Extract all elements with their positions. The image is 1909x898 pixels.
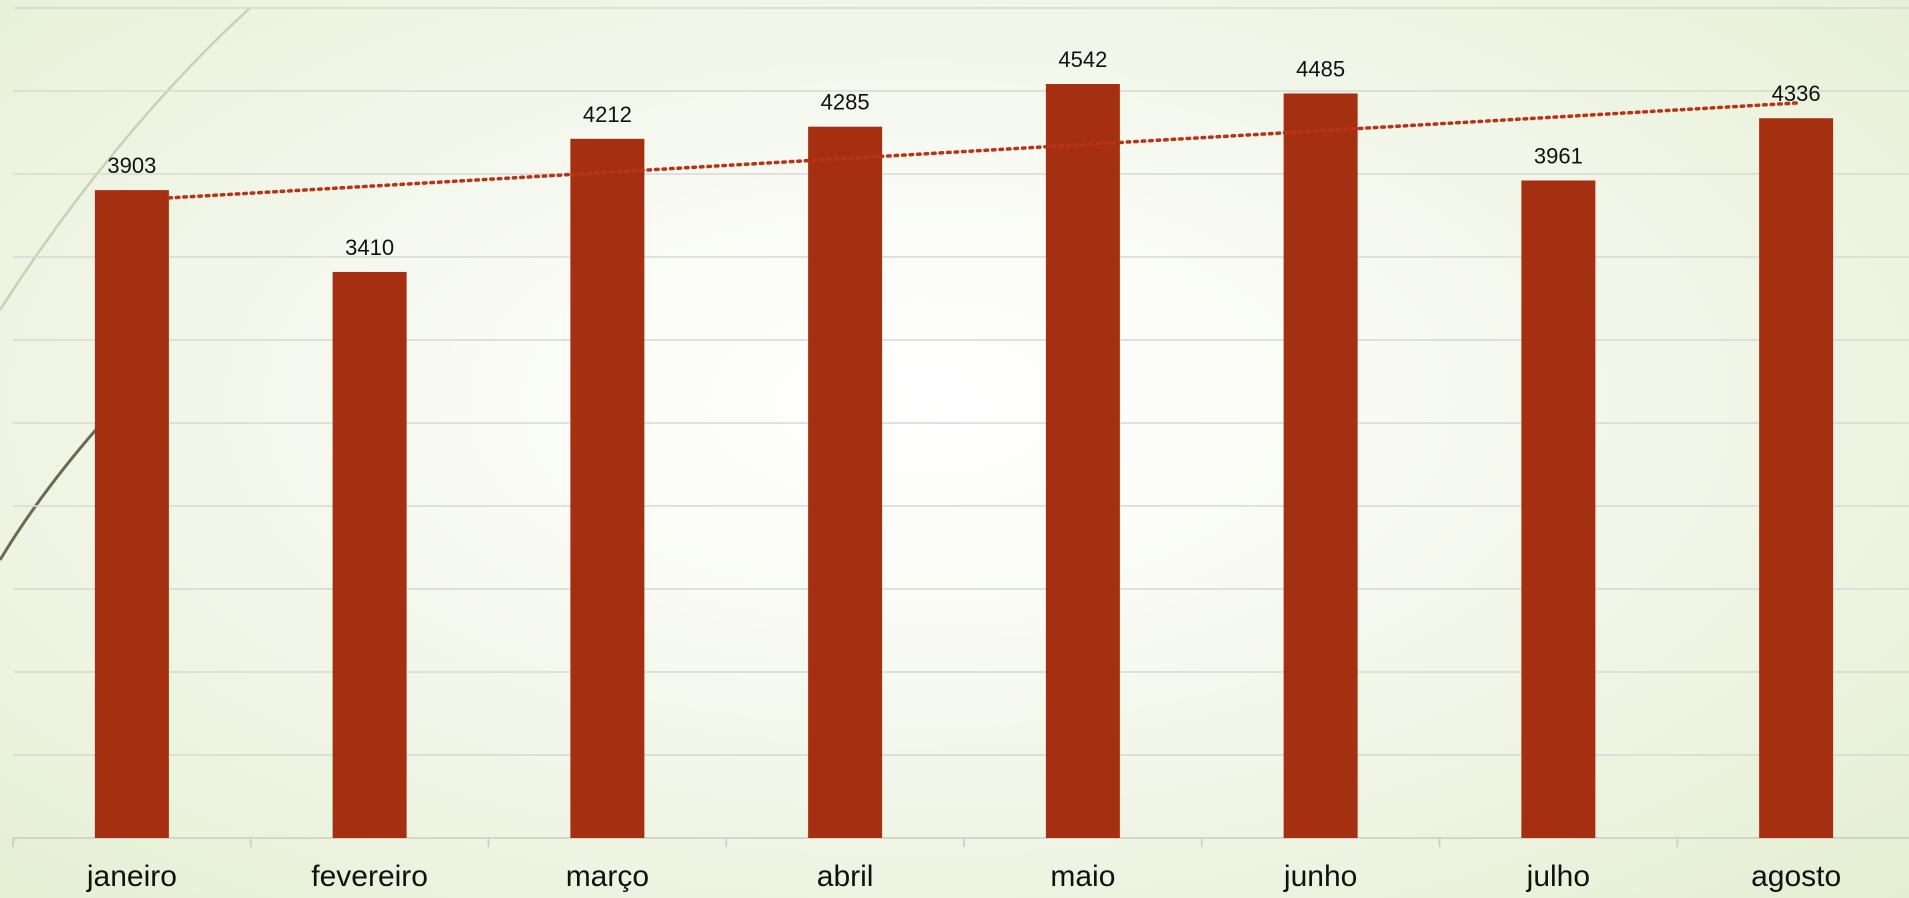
decorative-swoosh [0,7,251,561]
category-axis [12,837,1909,847]
category-label-janeiro: janeiro [86,860,177,893]
category-label-maio: maio [1050,860,1115,893]
bar-agosto [1759,118,1834,838]
data-label-abril: 4285 [821,90,870,115]
bar-julho [1521,180,1596,838]
category-labels: janeiro fevereiro março abril maio junho julho… [86,860,1841,893]
bar-junho [1283,93,1358,839]
category-label-agosto: agosto [1751,860,1841,893]
category-label-junho: junho [1283,860,1357,893]
bar-maio [1045,84,1120,838]
bar-abril [808,126,883,838]
category-label-março: março [566,860,649,893]
bar-janeiro [94,190,169,839]
data-label-maio: 4542 [1058,47,1107,72]
data-label-março: 4212 [583,102,632,127]
category-label-julho: julho [1526,860,1590,893]
data-label-fevereiro: 3410 [345,235,394,260]
data-labels: 3903 3410 4212 4285 4542 4485 3961 4336 [107,47,1820,260]
gridlines [13,7,1909,756]
trendline [167,101,1798,200]
category-label-fevereiro: fevereiro [311,860,428,893]
data-label-janeiro: 3903 [107,153,156,178]
bar-fevereiro [332,271,407,838]
bar-março [570,138,645,839]
data-label-junho: 4485 [1296,56,1345,81]
bars [94,84,1834,839]
trendline-layer [167,101,1798,200]
data-label-agosto: 4336 [1772,81,1821,106]
category-label-abril: abril [817,860,874,893]
data-label-julho: 3961 [1534,143,1583,168]
